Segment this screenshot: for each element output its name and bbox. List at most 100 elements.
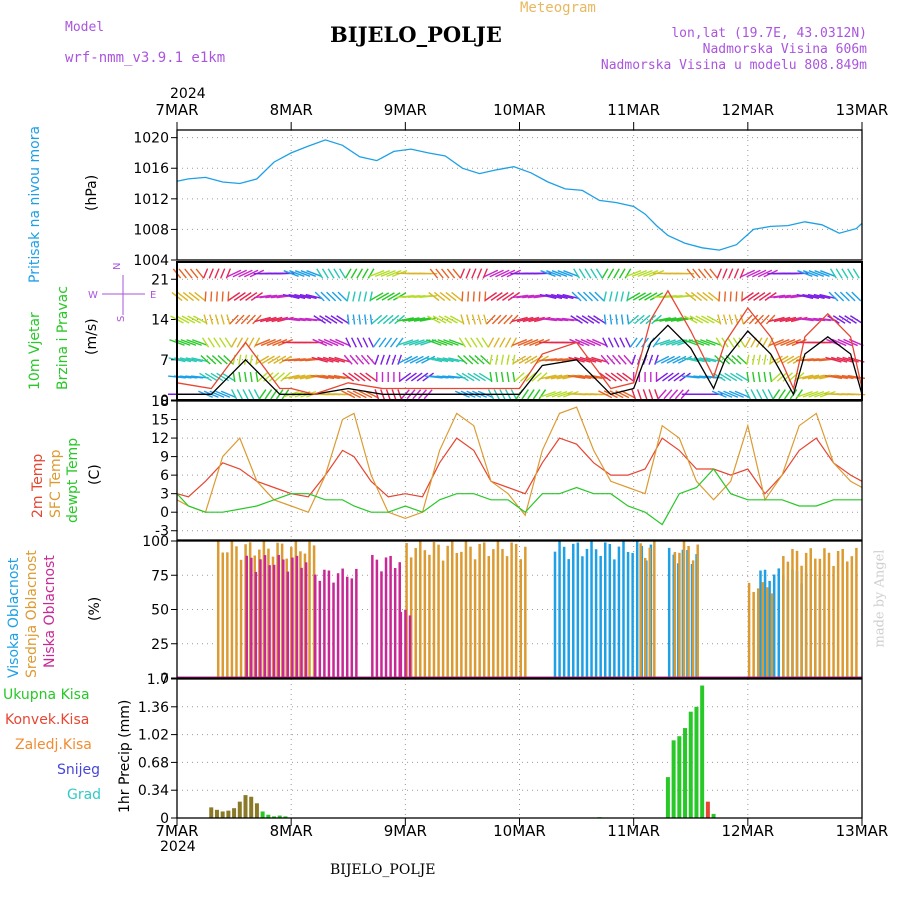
cloud-bar-low	[389, 555, 392, 678]
wind-barb	[516, 294, 535, 299]
wind-barb	[399, 372, 412, 382]
precip-bar	[705, 801, 710, 818]
wind-barb	[182, 291, 195, 302]
wind-barb	[366, 354, 376, 365]
wind-barb	[380, 354, 385, 365]
wind-barb	[829, 268, 837, 279]
wind-barb	[588, 291, 599, 302]
cloud-bar-low	[336, 573, 340, 678]
wind-barb	[551, 293, 568, 300]
wind-barb	[204, 372, 218, 382]
wind-barb	[232, 371, 236, 383]
wind-barb	[185, 357, 203, 363]
ytick-label: -3	[155, 524, 169, 540]
wind-barb	[598, 390, 613, 399]
wind-barb	[583, 291, 593, 302]
wind-barb	[545, 374, 563, 380]
wind-barb	[626, 291, 630, 302]
wind-barb	[723, 390, 739, 398]
wind-barb	[484, 292, 498, 301]
ytick-label: 1016	[133, 161, 169, 177]
model-name: wrf-nmm_v3.9.1 e1km	[65, 50, 226, 66]
wind-barb	[802, 374, 820, 380]
wind-barb	[375, 292, 390, 301]
wind-barb	[662, 372, 674, 382]
legend-hail: Grad	[67, 787, 102, 803]
cloud-bar-high	[777, 568, 781, 678]
wind-barb	[458, 337, 467, 348]
wind-barb	[431, 339, 448, 346]
wind-barb	[282, 374, 300, 380]
wind-barb	[768, 316, 785, 323]
wind-barb	[316, 268, 324, 279]
wind-barb	[614, 291, 619, 302]
wind-barb	[300, 270, 316, 277]
wind-barb	[627, 292, 641, 301]
wind-barb	[370, 292, 384, 301]
cloud-bar-low	[399, 611, 403, 678]
wind-barb	[252, 314, 262, 325]
wind-barb	[404, 355, 419, 364]
cloud-bar-mid	[235, 546, 238, 678]
cloud-bar-mid	[786, 561, 790, 678]
cloud-bar-mid	[643, 557, 647, 678]
wind-barb	[616, 372, 629, 382]
legend-snow: Snijeg	[57, 762, 101, 778]
wind-barb	[342, 372, 355, 382]
cloud-bar-mid	[423, 550, 427, 678]
wind-barb	[573, 374, 592, 380]
wind-barb	[413, 317, 432, 322]
wind-barb	[194, 291, 206, 302]
wind-barb	[715, 337, 723, 348]
cloud-bar-mid	[648, 547, 652, 678]
wind-barb	[306, 270, 322, 277]
wind-barb	[613, 268, 620, 279]
cloud-bar-mid	[747, 582, 751, 678]
wind-barb	[337, 291, 348, 302]
wind-barb	[629, 337, 638, 348]
wind-barb	[264, 389, 273, 400]
wind-barb	[546, 270, 562, 277]
wind-barb	[235, 314, 245, 325]
cloud-bar-mid	[766, 587, 769, 678]
wind-barb	[587, 315, 600, 324]
wind-barb	[652, 337, 661, 348]
wind-barb	[615, 314, 618, 325]
wind-barb	[612, 354, 622, 365]
wind-barb	[620, 291, 625, 302]
compass-e: E	[150, 290, 156, 301]
wind-barb	[796, 374, 814, 380]
wind-barb	[187, 315, 201, 324]
wind-barb	[177, 291, 189, 302]
wind-barb	[659, 317, 677, 322]
wind-barb	[481, 337, 489, 348]
wind-barb	[311, 356, 328, 363]
wind-barb	[666, 355, 681, 364]
cloud-bar-mid	[756, 588, 760, 678]
wind-barb	[201, 337, 210, 348]
wind-barb	[313, 315, 326, 324]
precip-bar	[277, 815, 282, 818]
precip-bar	[266, 814, 271, 818]
cloud-bar-low	[268, 565, 271, 678]
wind-barb	[352, 314, 356, 325]
wind-barb	[753, 292, 766, 301]
wind-barb	[299, 293, 317, 300]
cloud-bar-low	[384, 557, 388, 678]
wind-barb	[622, 372, 634, 382]
xtick-label-bottom: 7MAR	[155, 822, 198, 840]
wind-barb	[331, 291, 342, 302]
ytick-label: 0	[160, 811, 169, 827]
wind-barb	[723, 291, 727, 302]
wind-barb	[773, 316, 791, 323]
wind-barb	[228, 292, 241, 301]
wind-barb	[670, 317, 688, 322]
wind-barb	[482, 268, 488, 279]
wind-barb	[593, 315, 606, 324]
cloud-bar-mid	[678, 552, 681, 678]
cloud-bar-mid	[827, 552, 831, 678]
wind-barb	[808, 390, 825, 398]
wind-barb	[634, 314, 645, 325]
wind-barb	[355, 354, 365, 365]
